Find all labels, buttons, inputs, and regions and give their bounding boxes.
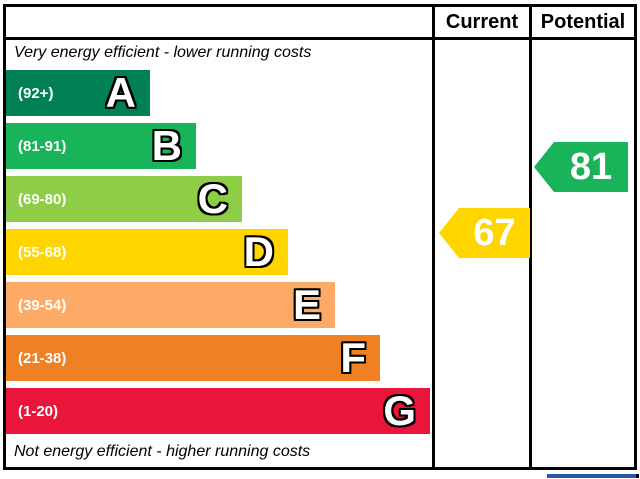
band-row-f: (21-38) F [6, 335, 380, 381]
band-range-label-b: (81-91) [18, 137, 67, 155]
band-letter-c: C [197, 175, 228, 222]
top-efficiency-note: Very energy efficient - lower running co… [14, 44, 312, 61]
band-bar-d: (55-68) D [6, 229, 288, 275]
band-letter-a: A [105, 69, 136, 116]
band-row-b: (81-91) B [6, 123, 196, 169]
potential-column: 81 [532, 40, 634, 467]
band-range-label-f: (21-38) [18, 349, 67, 367]
column-header-potential: Potential [540, 10, 626, 33]
potential-rating-arrow: 81 [534, 142, 628, 192]
current-column: 67 [435, 40, 532, 467]
band-row-e: (39-54) E [6, 282, 335, 328]
header-row: Current Potential [6, 7, 634, 40]
band-letter-d: D [243, 228, 274, 275]
header-cell-blank [6, 7, 435, 37]
bands-column: Very energy efficient - lower running co… [6, 40, 435, 467]
bottom-blue-strip [547, 474, 639, 478]
band-range-label-d: (55-68) [18, 243, 67, 261]
band-letter-f: F [340, 334, 366, 381]
band-letter-b: B [151, 122, 182, 169]
potential-rating-value: 81 [569, 146, 613, 188]
band-bar-g: (1-20) G [6, 388, 430, 434]
band-bar-b: (81-91) B [6, 123, 196, 169]
column-header-current: Current [435, 7, 532, 37]
bottom-efficiency-note: Not energy efficient - higher running co… [14, 443, 311, 460]
band-range-label-c: (69-80) [18, 190, 67, 208]
band-row-g: (1-20) G [6, 388, 430, 434]
current-rating-value: 67 [473, 212, 516, 254]
band-bar-e: (39-54) E [6, 282, 335, 328]
band-row-c: (69-80) C [6, 176, 242, 222]
band-letter-g: G [383, 387, 416, 434]
band-bar-a: (92+) A [6, 70, 150, 116]
current-rating-arrow: 67 [439, 208, 530, 258]
body-row: Very energy efficient - lower running co… [6, 40, 634, 467]
band-row-d: (55-68) D [6, 229, 288, 275]
chart-frame: Current Potential Very energy efficient … [3, 4, 637, 470]
band-row-a: (92+) A [6, 70, 150, 116]
band-bar-f: (21-38) F [6, 335, 380, 381]
band-letter-e: E [292, 281, 321, 328]
band-bar-c: (69-80) C [6, 176, 242, 222]
band-range-label-g: (1-20) [18, 402, 59, 420]
band-range-label-e: (39-54) [18, 296, 67, 314]
band-range-label-a: (92+) [18, 84, 54, 102]
